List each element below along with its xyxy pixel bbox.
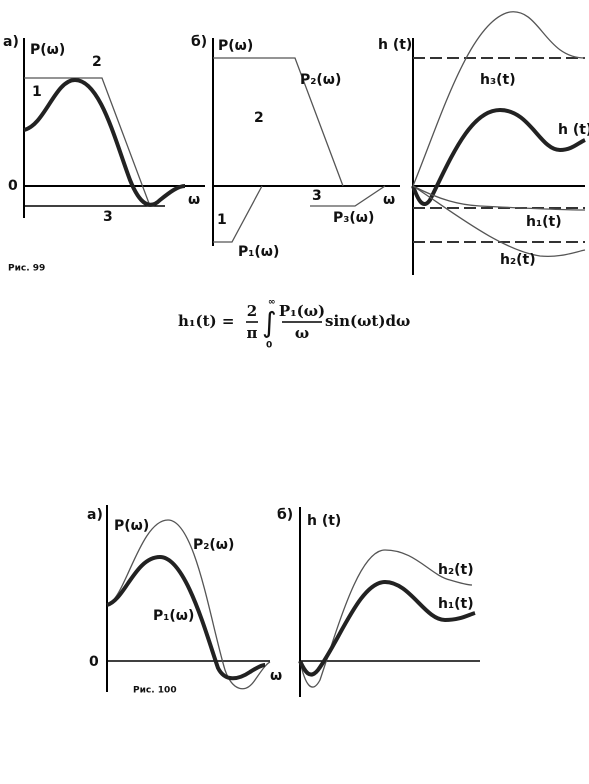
fig99-c: h (t) h₃(t) h (t) h₁(t) h₂(t)	[378, 11, 589, 275]
panel-label: а)	[3, 34, 19, 50]
formula-fnum: P₁(ω)	[279, 302, 325, 320]
region-label: 2	[254, 110, 264, 126]
fig99-b: б) P(ω) P₂(ω) 2 3 1 P₁(ω) P₃(ω) ω	[191, 34, 400, 260]
curve-label: P₂(ω)	[300, 72, 341, 88]
region-label: 1	[217, 212, 227, 228]
formula-den: π	[247, 324, 258, 342]
axis-label: h (t)	[307, 513, 341, 529]
curve-label: h₁(t)	[438, 596, 474, 612]
panel-label: а)	[87, 507, 103, 523]
formula-rest: sin(ωt)dω	[325, 312, 410, 330]
curve-label: P₁(ω)	[153, 608, 194, 624]
axis-label: ω	[383, 192, 395, 208]
fig100-b: б) h (t) h₂(t) h₁(t)	[277, 507, 480, 697]
formula-fden: ω	[295, 324, 309, 342]
axis-label: P(ω)	[218, 38, 253, 54]
formula-upper: ∞	[268, 298, 276, 308]
caption: Рис. 99	[8, 264, 45, 274]
integral-sign: ∫	[262, 306, 277, 339]
zero-label: 0	[89, 654, 99, 670]
curve-label: 3	[103, 209, 113, 225]
zero-label: 0	[8, 178, 18, 194]
curve-label: P₁(ω)	[238, 244, 279, 260]
region-label: 3	[312, 188, 322, 204]
axis-label: ω	[188, 192, 200, 208]
curve-label: h₂(t)	[500, 252, 536, 268]
fig99-a: а) P(ω) 2 1 0 3 ω Рис. 99	[3, 34, 205, 274]
curve-label: h (t)	[558, 122, 589, 138]
panel-label: б)	[277, 507, 293, 523]
caption: Рис. 100	[133, 686, 177, 696]
formula-lower: 0	[266, 341, 272, 351]
curve-label: h₁(t)	[526, 214, 562, 230]
formula-num: 2	[247, 302, 257, 320]
formula: h₁(t) = 2 π ∫ ∞ 0 P₁(ω) ω sin(ωt)dω	[178, 298, 410, 351]
axis-label: h (t)	[378, 37, 412, 53]
fig100-a: а) P(ω) P₂(ω) P₁(ω) 0 ω Рис. 100	[87, 505, 282, 696]
panel-label: б)	[191, 34, 207, 50]
curve-label: 1	[32, 84, 42, 100]
curve-label: 2	[92, 54, 102, 70]
curve-label: h₂(t)	[438, 562, 474, 578]
curve-label: P₂(ω)	[193, 537, 234, 553]
axis-label: ω	[270, 668, 282, 684]
curve-label: P₃(ω)	[333, 210, 374, 226]
formula-lhs: h₁(t) =	[178, 312, 234, 330]
axis-label: P(ω)	[114, 518, 149, 534]
curve-label: h₃(t)	[480, 72, 516, 88]
axis-label: P(ω)	[30, 42, 65, 58]
